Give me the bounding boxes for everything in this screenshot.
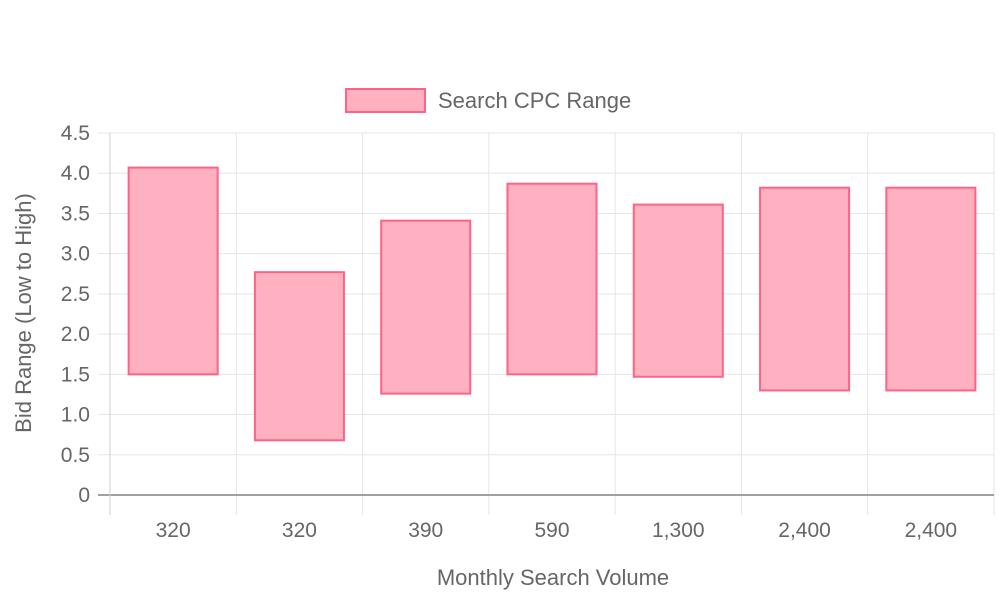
y-axis-title: Bid Range (Low to High) xyxy=(11,193,36,433)
legend-swatch[interactable] xyxy=(345,88,426,113)
range-bar[interactable] xyxy=(759,186,851,392)
x-tick-label: 590 xyxy=(534,519,569,542)
range-bar[interactable] xyxy=(380,219,472,395)
y-tick-label: 0 xyxy=(78,484,90,507)
y-tick-label: 1.0 xyxy=(61,404,90,427)
axes xyxy=(98,133,994,515)
range-bar[interactable] xyxy=(127,166,219,376)
bar-series xyxy=(127,166,977,442)
legend-label[interactable]: Search CPC Range xyxy=(438,88,631,113)
x-tick-label: 1,300 xyxy=(652,519,705,542)
x-tick-label: 320 xyxy=(282,519,317,542)
y-tick-labels: 4.5 4.0 3.5 3.0 2.5 2.0 1.5 1.0 0.5 0 xyxy=(61,122,90,507)
y-tick-label: 1.5 xyxy=(61,363,90,386)
y-tick-label: 3.5 xyxy=(61,202,90,225)
range-bar[interactable] xyxy=(253,271,345,442)
y-tick-label: 3.0 xyxy=(61,243,90,266)
range-bar[interactable] xyxy=(885,186,977,392)
y-tick-label: 0.5 xyxy=(61,444,90,467)
x-tick-label: 390 xyxy=(408,519,443,542)
range-bar[interactable] xyxy=(632,203,724,378)
x-tick-label: 2,400 xyxy=(905,519,958,542)
x-tick-labels: 320 320 390 590 1,300 2,400 2,400 xyxy=(156,519,958,542)
x-tick-label: 320 xyxy=(156,519,191,542)
y-tick-label: 2.0 xyxy=(61,323,90,346)
range-bar[interactable] xyxy=(506,182,598,376)
x-tick-label: 2,400 xyxy=(778,519,831,542)
x-axis-title: Monthly Search Volume xyxy=(437,565,669,590)
y-tick-label: 2.5 xyxy=(61,283,90,306)
y-tick-label: 4.5 xyxy=(61,122,90,145)
y-tick-label: 4.0 xyxy=(61,162,90,185)
legend[interactable]: Search CPC Range xyxy=(345,88,631,113)
